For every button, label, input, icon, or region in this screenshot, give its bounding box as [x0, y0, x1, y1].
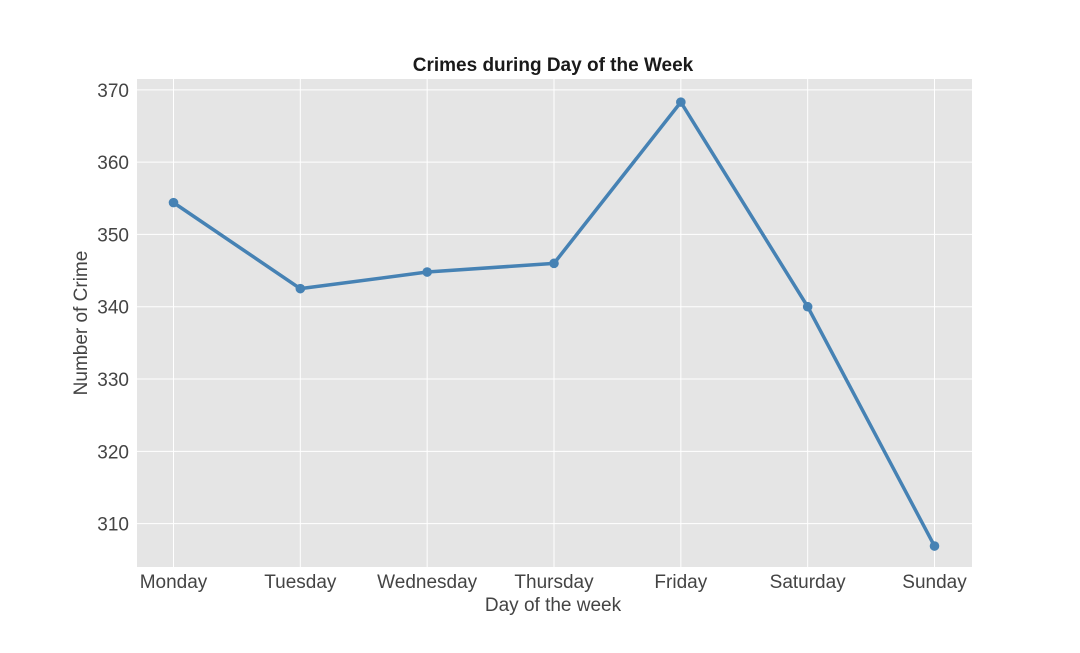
- y-tick-label: 360: [97, 153, 129, 174]
- data-point: [295, 283, 306, 294]
- x-tick-label: Thursday: [514, 572, 594, 593]
- data-point: [422, 267, 432, 277]
- y-axis-label: Number of Crime: [71, 251, 92, 396]
- data-point: [676, 97, 686, 107]
- data-point: [929, 541, 940, 551]
- y-tick-label: 370: [97, 81, 129, 102]
- y-tick-label: 350: [97, 225, 129, 246]
- x-tick-label: Tuesday: [264, 572, 337, 593]
- x-tick-label: Saturday: [770, 572, 847, 593]
- grid-lines: [137, 79, 972, 567]
- series-layer: [168, 97, 940, 551]
- x-tick-label: Friday: [654, 572, 707, 593]
- y-tick-label: 310: [97, 515, 129, 536]
- y-tick-label: 330: [97, 370, 129, 391]
- data-point: [549, 258, 559, 269]
- x-tick-label: Wednesday: [377, 572, 477, 593]
- data-point: [802, 301, 813, 312]
- y-tick-label: 320: [97, 442, 129, 463]
- chart-title: Crimes during Day of the Week: [413, 55, 694, 76]
- x-tick-label: Sunday: [902, 572, 967, 593]
- x-axis-label: Day of the week: [485, 595, 622, 616]
- x-tick-label: Monday: [140, 572, 208, 593]
- data-point: [168, 197, 179, 208]
- tick-labels: Monday Tuesday Wednesday Thursday Friday Satu…: [97, 81, 967, 593]
- y-tick-label: 340: [97, 298, 129, 319]
